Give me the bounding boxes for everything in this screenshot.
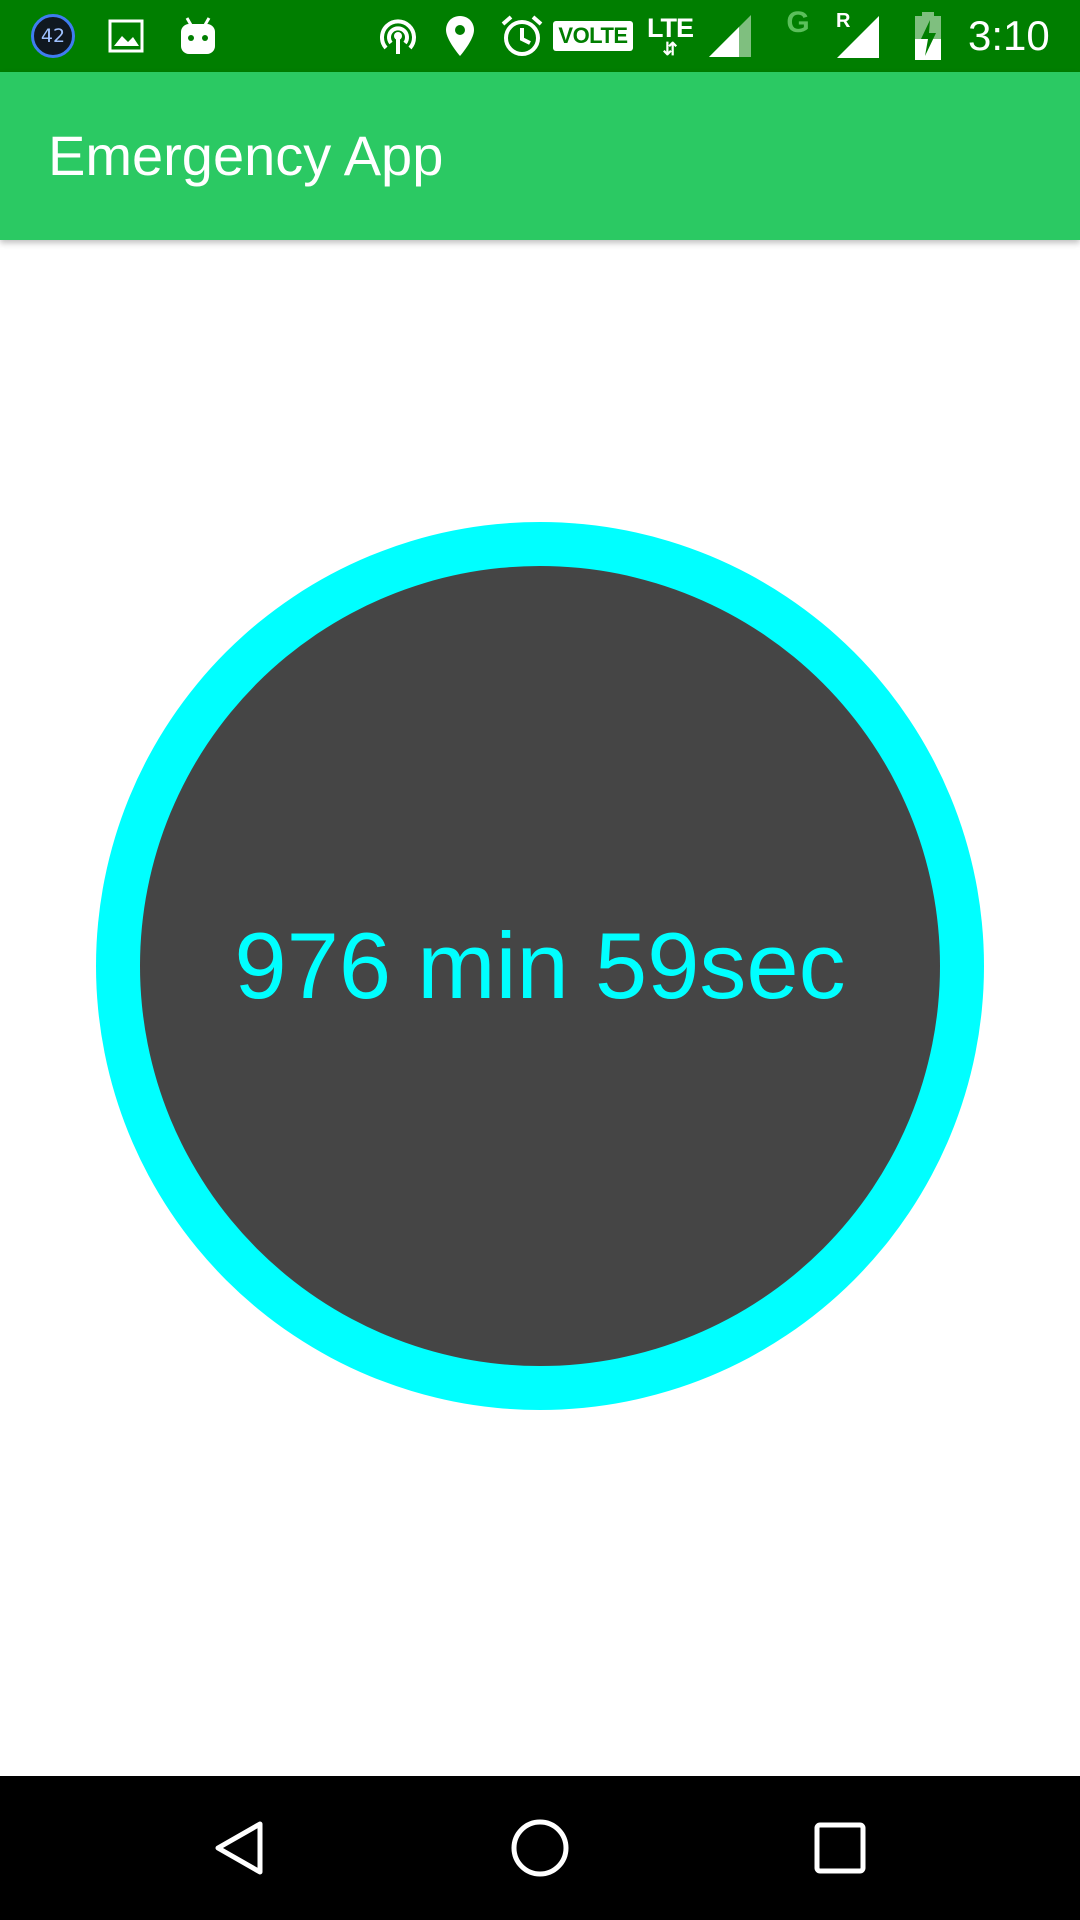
navigation-bar <box>0 1776 1080 1920</box>
app-title: Emergency App <box>48 124 444 187</box>
lte-icon: LTE ⇵ <box>640 0 700 72</box>
image-icon <box>104 0 148 72</box>
alarm-icon <box>498 0 546 72</box>
notification-badge-count: 42 <box>40 25 66 47</box>
app-bar: Emergency App <box>0 72 1080 240</box>
location-icon <box>440 0 480 72</box>
status-bar: 42 <box>0 0 1080 72</box>
lte-label: LTE <box>647 12 694 43</box>
back-button[interactable] <box>168 1776 312 1920</box>
volte-label: VOLTE <box>553 21 633 51</box>
home-button[interactable] <box>468 1776 612 1920</box>
g-network-icon: G <box>780 0 816 72</box>
status-time: 3:10 <box>968 12 1050 59</box>
timer-text: 976 min 59sec <box>234 913 846 1018</box>
signal-icon <box>706 0 754 72</box>
notification-badge: 42 <box>28 0 78 72</box>
battery-charging-icon <box>908 0 948 72</box>
g-network-label: G <box>786 6 810 39</box>
recents-icon <box>814 1822 866 1874</box>
roaming-label: R <box>836 10 851 32</box>
roaming-signal-icon: R <box>832 0 884 72</box>
volte-icon: VOLTE <box>553 0 633 72</box>
timer-circle[interactable]: 976 min 59sec <box>140 566 940 1366</box>
android-icon <box>176 0 220 72</box>
hotspot-icon <box>374 0 422 72</box>
home-icon <box>511 1819 569 1877</box>
lte-arrows: ⇵ <box>662 38 678 59</box>
timer-ring[interactable]: 976 min 59sec <box>96 522 984 1410</box>
recents-button[interactable] <box>768 1776 912 1920</box>
back-icon <box>215 1821 263 1875</box>
